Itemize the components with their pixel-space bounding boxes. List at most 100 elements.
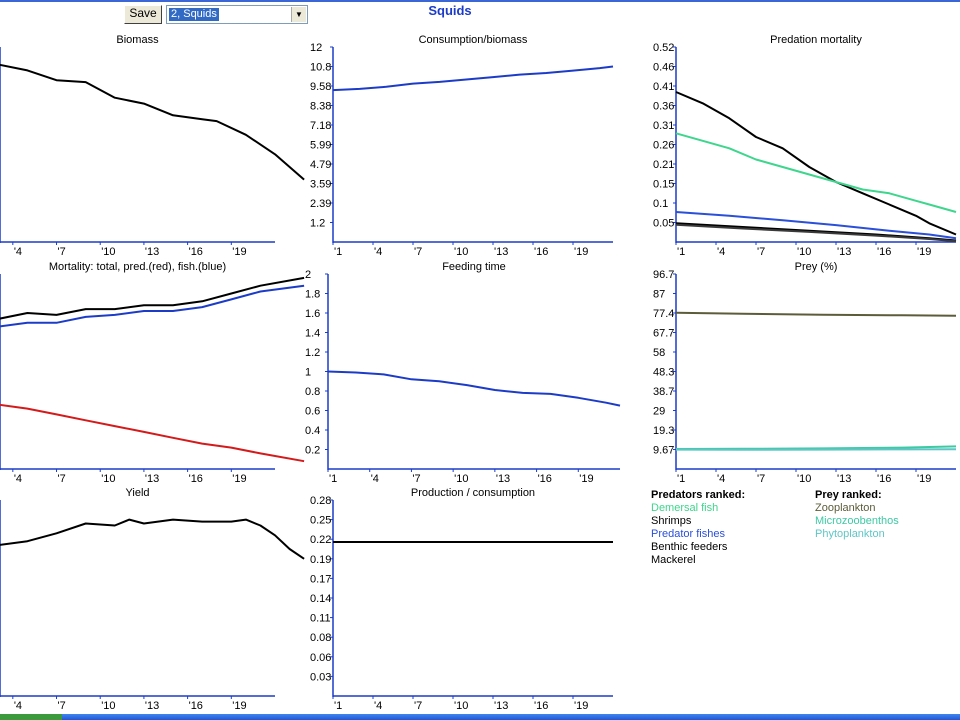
x-tick-label: '1 (677, 246, 685, 258)
x-tick-label: '7 (412, 473, 420, 485)
taskbar (0, 714, 960, 720)
prey-ranked-heading: Prey ranked: (815, 489, 882, 501)
x-tick-label: '4 (374, 246, 382, 258)
y-tick-label: 3.59 (310, 179, 331, 191)
y-tick-label: 0.03 (310, 671, 331, 683)
x-tick-label: '1 (334, 700, 342, 712)
x-tick-label: '16 (877, 473, 891, 485)
x-tick-label: '16 (877, 246, 891, 258)
predator-legend-item: Benthic feeders (651, 541, 728, 553)
y-tick-label: 0.36 (653, 101, 674, 113)
chart-title: Feeding time (442, 261, 506, 273)
y-tick-label: 1.8 (305, 289, 320, 301)
x-tick-label: '4 (14, 246, 22, 258)
x-tick-label: '16 (534, 246, 548, 258)
y-tick-label: 8.38 (310, 101, 331, 113)
x-tick-label: '13 (837, 246, 851, 258)
y-tick-label: 96.7 (653, 269, 674, 281)
window-top-border (0, 0, 960, 2)
x-tick-label: '4 (717, 246, 725, 258)
series-line (675, 132, 957, 213)
x-tick-label: '10 (454, 700, 468, 712)
page-title: Squids (428, 3, 472, 18)
y-tick-label: 0.08 (310, 632, 331, 644)
x-tick-label: '10 (101, 473, 115, 485)
x-tick-label: '16 (189, 700, 203, 712)
x-tick-label: '16 (189, 473, 203, 485)
x-tick-label: '13 (494, 246, 508, 258)
y-tick-label: 58 (653, 347, 665, 359)
predator-legend-item: Predator fishes (651, 528, 725, 540)
y-tick-label: 0.2 (305, 445, 320, 457)
y-tick-label: 0.21 (653, 159, 674, 171)
save-button[interactable]: Save (124, 5, 162, 24)
x-tick-label: '10 (797, 246, 811, 258)
x-tick-label: '7 (58, 473, 66, 485)
x-tick-label: '1 (677, 473, 685, 485)
x-tick-label: '19 (917, 246, 931, 258)
start-button[interactable] (0, 714, 62, 720)
y-tick-label: 0.28 (310, 495, 331, 507)
x-tick-label: '19 (574, 246, 588, 258)
series-line (332, 65, 614, 92)
x-tick-label: '4 (717, 473, 725, 485)
y-tick-label: 0.25 (310, 515, 331, 527)
y-tick-label: 0.11 (310, 613, 331, 625)
group-select-value: 2, Squids (169, 8, 219, 21)
predator-legend-item: Shrimps (651, 515, 692, 527)
x-tick-label: '10 (797, 473, 811, 485)
y-tick-label: 38.7 (653, 386, 674, 398)
x-tick-label: '7 (414, 700, 422, 712)
x-tick-label: '13 (145, 473, 159, 485)
y-tick-label: 1 (305, 367, 311, 379)
x-tick-label: '19 (232, 246, 246, 258)
y-tick-label: 67.7 (653, 328, 674, 340)
y-tick-label: 5.99 (310, 140, 331, 152)
y-tick-label: 4.79 (310, 159, 331, 171)
y-tick-label: 0.8 (305, 386, 320, 398)
y-tick-label: 0.31 (653, 120, 674, 132)
x-tick-label: '16 (534, 700, 548, 712)
chart-title: Prey (%) (795, 261, 838, 273)
x-tick-label: '16 (189, 246, 203, 258)
x-tick-label: '13 (494, 700, 508, 712)
chart-title: Biomass (116, 34, 159, 46)
y-tick-label: 9.67 (653, 445, 674, 457)
y-tick-label: 19.3 (653, 425, 674, 437)
y-tick-label: 0.19 (310, 554, 331, 566)
chevron-down-icon[interactable]: ▼ (291, 7, 306, 22)
y-tick-label: 9.58 (310, 81, 331, 93)
x-tick-label: '13 (837, 473, 851, 485)
x-tick-label: '10 (454, 473, 468, 485)
x-tick-label: '1 (329, 473, 337, 485)
predator-legend-item: Demersal fish (651, 502, 719, 514)
series-line (675, 91, 957, 236)
x-tick-label: '1 (334, 246, 342, 258)
predator-legend-item: Mackerel (651, 554, 696, 566)
series-line (675, 311, 957, 317)
chart-title: Production / consumption (411, 487, 535, 499)
group-select[interactable]: 2, Squids ▼ (166, 5, 308, 24)
x-tick-label: '4 (14, 473, 22, 485)
y-tick-label: 0.06 (310, 652, 331, 664)
series-line (0, 63, 305, 181)
y-tick-label: 0.26 (653, 140, 674, 152)
x-tick-label: '19 (917, 473, 931, 485)
y-tick-label: 2.39 (310, 198, 331, 210)
prey-legend-item: Phytoplankton (815, 528, 885, 540)
y-tick-label: 0.1 (653, 198, 668, 210)
x-tick-label: '7 (757, 473, 765, 485)
series-line (675, 211, 957, 240)
series-line (0, 518, 305, 560)
x-tick-label: '13 (145, 700, 159, 712)
y-tick-label: 87 (653, 289, 665, 301)
series-line (0, 276, 305, 320)
y-tick-label: 0.22 (310, 534, 331, 546)
y-tick-label: 0.6 (305, 406, 320, 418)
x-tick-label: '19 (574, 700, 588, 712)
prey-legend-item: Microzoobenthos (815, 515, 899, 527)
y-tick-label: 1.6 (305, 308, 320, 320)
x-tick-label: '13 (496, 473, 510, 485)
y-tick-label: 77.4 (653, 308, 674, 320)
